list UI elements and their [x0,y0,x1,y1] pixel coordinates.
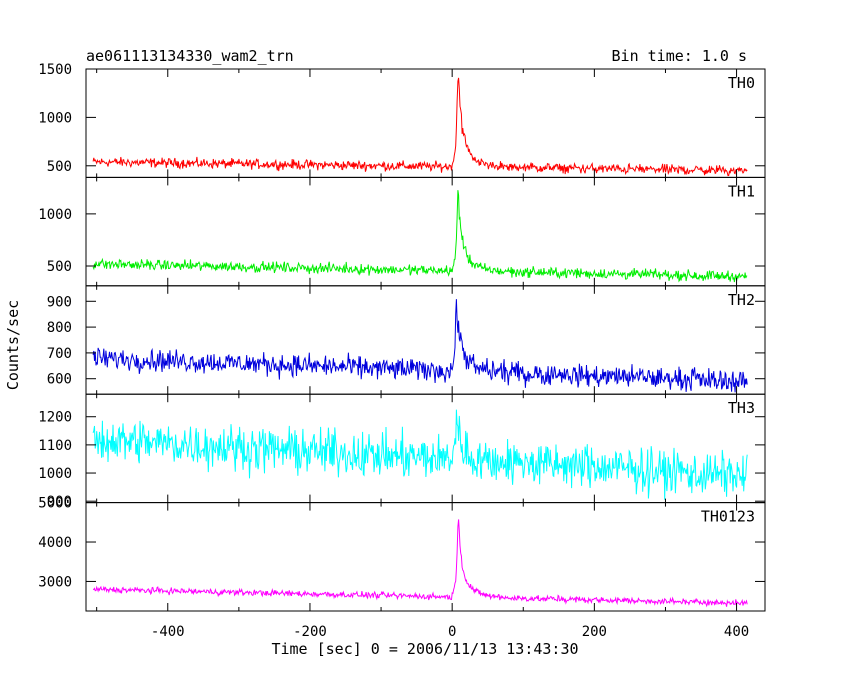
y-tick-label: 500 [47,159,72,175]
panel-label-th3: TH3 [728,399,755,417]
panel-label-th0: TH0 [728,74,755,92]
y-tick-label: 4000 [38,535,72,551]
x-tick-label: 200 [582,624,607,640]
y-axis-label: Counts/sec [4,300,22,390]
y-tick-label: 1000 [38,110,72,126]
series-line-th0123 [92,519,748,608]
y-tick-label: 1200 [38,410,72,426]
series-line-th3 [92,409,748,500]
x-tick-label: 400 [724,624,749,640]
x-tick-label: 0 [448,624,456,640]
panel-label-th2: TH2 [728,291,755,309]
y-tick-label: 5000 [38,496,72,512]
x-tick-label: -400 [151,624,185,640]
y-tick-label: 1100 [38,438,72,454]
panel-frame-th2 [85,285,766,395]
panels: 500 1000 1500 TH0 500 1000 TH1 600 700 800 900 TH2 9… [38,62,766,640]
x-axis-label: Time [sec] 0 = 2006/11/13 13:43:30 [271,640,578,658]
panel-frame-th1 [85,176,766,287]
y-tick-label: 800 [47,320,72,336]
y-tick-label: 1000 [38,466,72,482]
bin-time-label: Bin time: 1.0 s [612,47,747,65]
series-line-th0 [92,77,748,177]
panel-label-th1: TH1 [728,182,755,200]
y-tick-label: 3000 [38,574,72,590]
y-tick-label: 900 [47,294,72,310]
series-line-th2 [92,299,748,393]
y-tick-label: 700 [47,346,72,362]
series-line-th1 [92,190,748,283]
panel-frame-th0123 [85,502,766,612]
y-tick-label: 900 [47,494,72,510]
y-tick-label: 1500 [38,62,72,78]
chart-title: ae061113134330_wam2_trn [86,47,294,65]
panel-label-th0123: TH0123 [701,508,755,526]
y-tick-label: 600 [47,372,72,388]
x-tick-label: -200 [293,624,327,640]
y-tick-label: 1000 [38,207,72,223]
y-tick-label: 500 [47,259,72,275]
